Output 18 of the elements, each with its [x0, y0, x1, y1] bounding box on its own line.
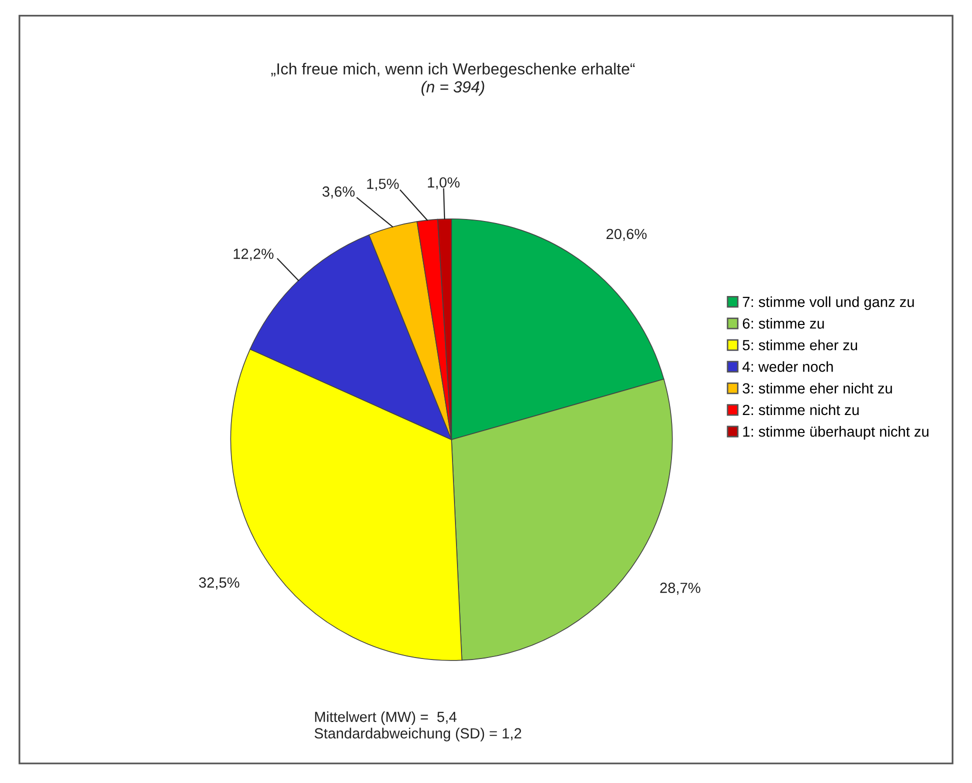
data-label: 32,5%	[199, 577, 240, 590]
text: Standardabweichung (SD) = 1,2	[314, 728, 522, 742]
chart-subtitle: (n = 394)	[422, 80, 484, 96]
legend-label: 1: stimme überhaupt nicht zu	[743, 426, 928, 440]
data-label: 12,2%	[234, 248, 274, 261]
data-label: 3,6%	[322, 186, 355, 198]
legend-label: 6: stimme zu	[742, 318, 824, 329]
legend-label: 3: stimme eher nicht zu	[742, 382, 892, 394]
legend-label: 7: stimme voll und ganz zu	[742, 296, 914, 310]
legend-label: 4: weder noch	[742, 361, 833, 372]
data-label: 1,5%	[367, 178, 399, 191]
data-label: 28,7%	[660, 582, 700, 595]
legend-label: 2: stimme nicht zu	[742, 404, 859, 416]
data-label: 20,6%	[606, 228, 647, 241]
legend-label: 5: stimme eher zu	[742, 340, 858, 350]
chart-title: „Ich freue mich, wenn ich Werbegeschenke erhalte“	[271, 62, 635, 78]
data-label: 1,0%	[428, 177, 460, 190]
text: Mittelwert (MW) = 5,4	[315, 711, 457, 725]
